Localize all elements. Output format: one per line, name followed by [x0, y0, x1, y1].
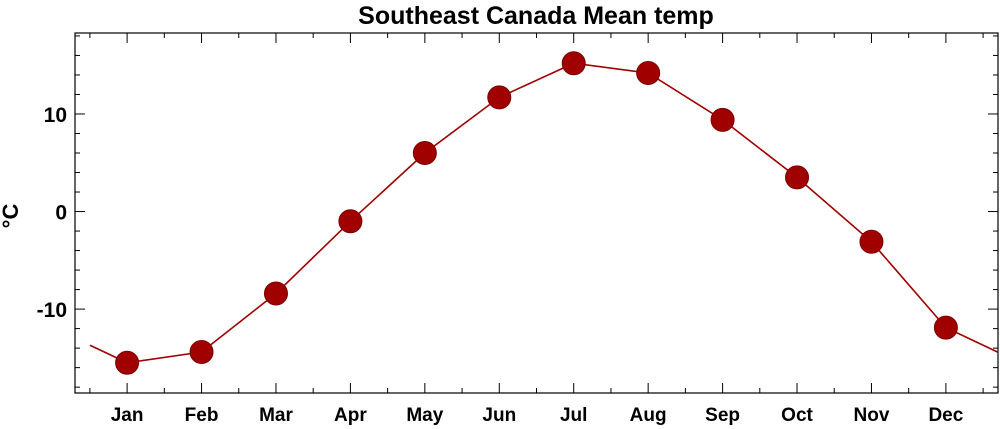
- data-point: [785, 165, 810, 190]
- chart-title: Southeast Canada Mean temp: [358, 2, 714, 30]
- data-point: [561, 51, 586, 76]
- x-tick-label: Oct: [781, 405, 813, 426]
- x-tick-label: Sep: [705, 405, 740, 426]
- data-point: [338, 209, 363, 234]
- data-point: [487, 85, 512, 110]
- y-tick-label: 0: [55, 202, 67, 225]
- data-point: [263, 281, 288, 306]
- y-tick-labels: -10 0 10: [37, 104, 67, 322]
- x-tick-label: Jan: [111, 405, 144, 426]
- y-tick-label: -10: [37, 299, 67, 322]
- data-point: [412, 141, 437, 165]
- y-axis-label: °C: [0, 204, 23, 229]
- plot-axes: [74, 32, 999, 394]
- data-point: [859, 229, 884, 254]
- x-tick-label: Nov: [854, 405, 890, 426]
- data-point: [115, 350, 140, 375]
- data-point: [933, 315, 958, 340]
- data-point: [189, 340, 214, 365]
- axis-ticks: [75, 33, 998, 393]
- x-tick-label: Mar: [259, 405, 293, 426]
- x-tick-labels: Jan Feb Mar Apr May Jun Jul Aug Sep Oct Nov Dec: [111, 405, 964, 426]
- x-tick-label: May: [406, 405, 443, 426]
- series-line: [89, 62, 999, 364]
- y-tick-label: 10: [44, 104, 67, 127]
- x-tick-label: Apr: [334, 405, 367, 426]
- x-tick-label: Feb: [185, 405, 219, 426]
- x-tick-label: Jul: [560, 405, 587, 426]
- series-lines: [89, 62, 999, 364]
- plot-frame: [74, 32, 999, 394]
- series-points: [115, 51, 958, 375]
- x-tick-label: Dec: [928, 405, 963, 426]
- x-tick-label: Jun: [482, 405, 516, 426]
- data-point: [636, 61, 661, 85]
- data-point: [710, 107, 735, 132]
- x-tick-label: Aug: [630, 405, 667, 426]
